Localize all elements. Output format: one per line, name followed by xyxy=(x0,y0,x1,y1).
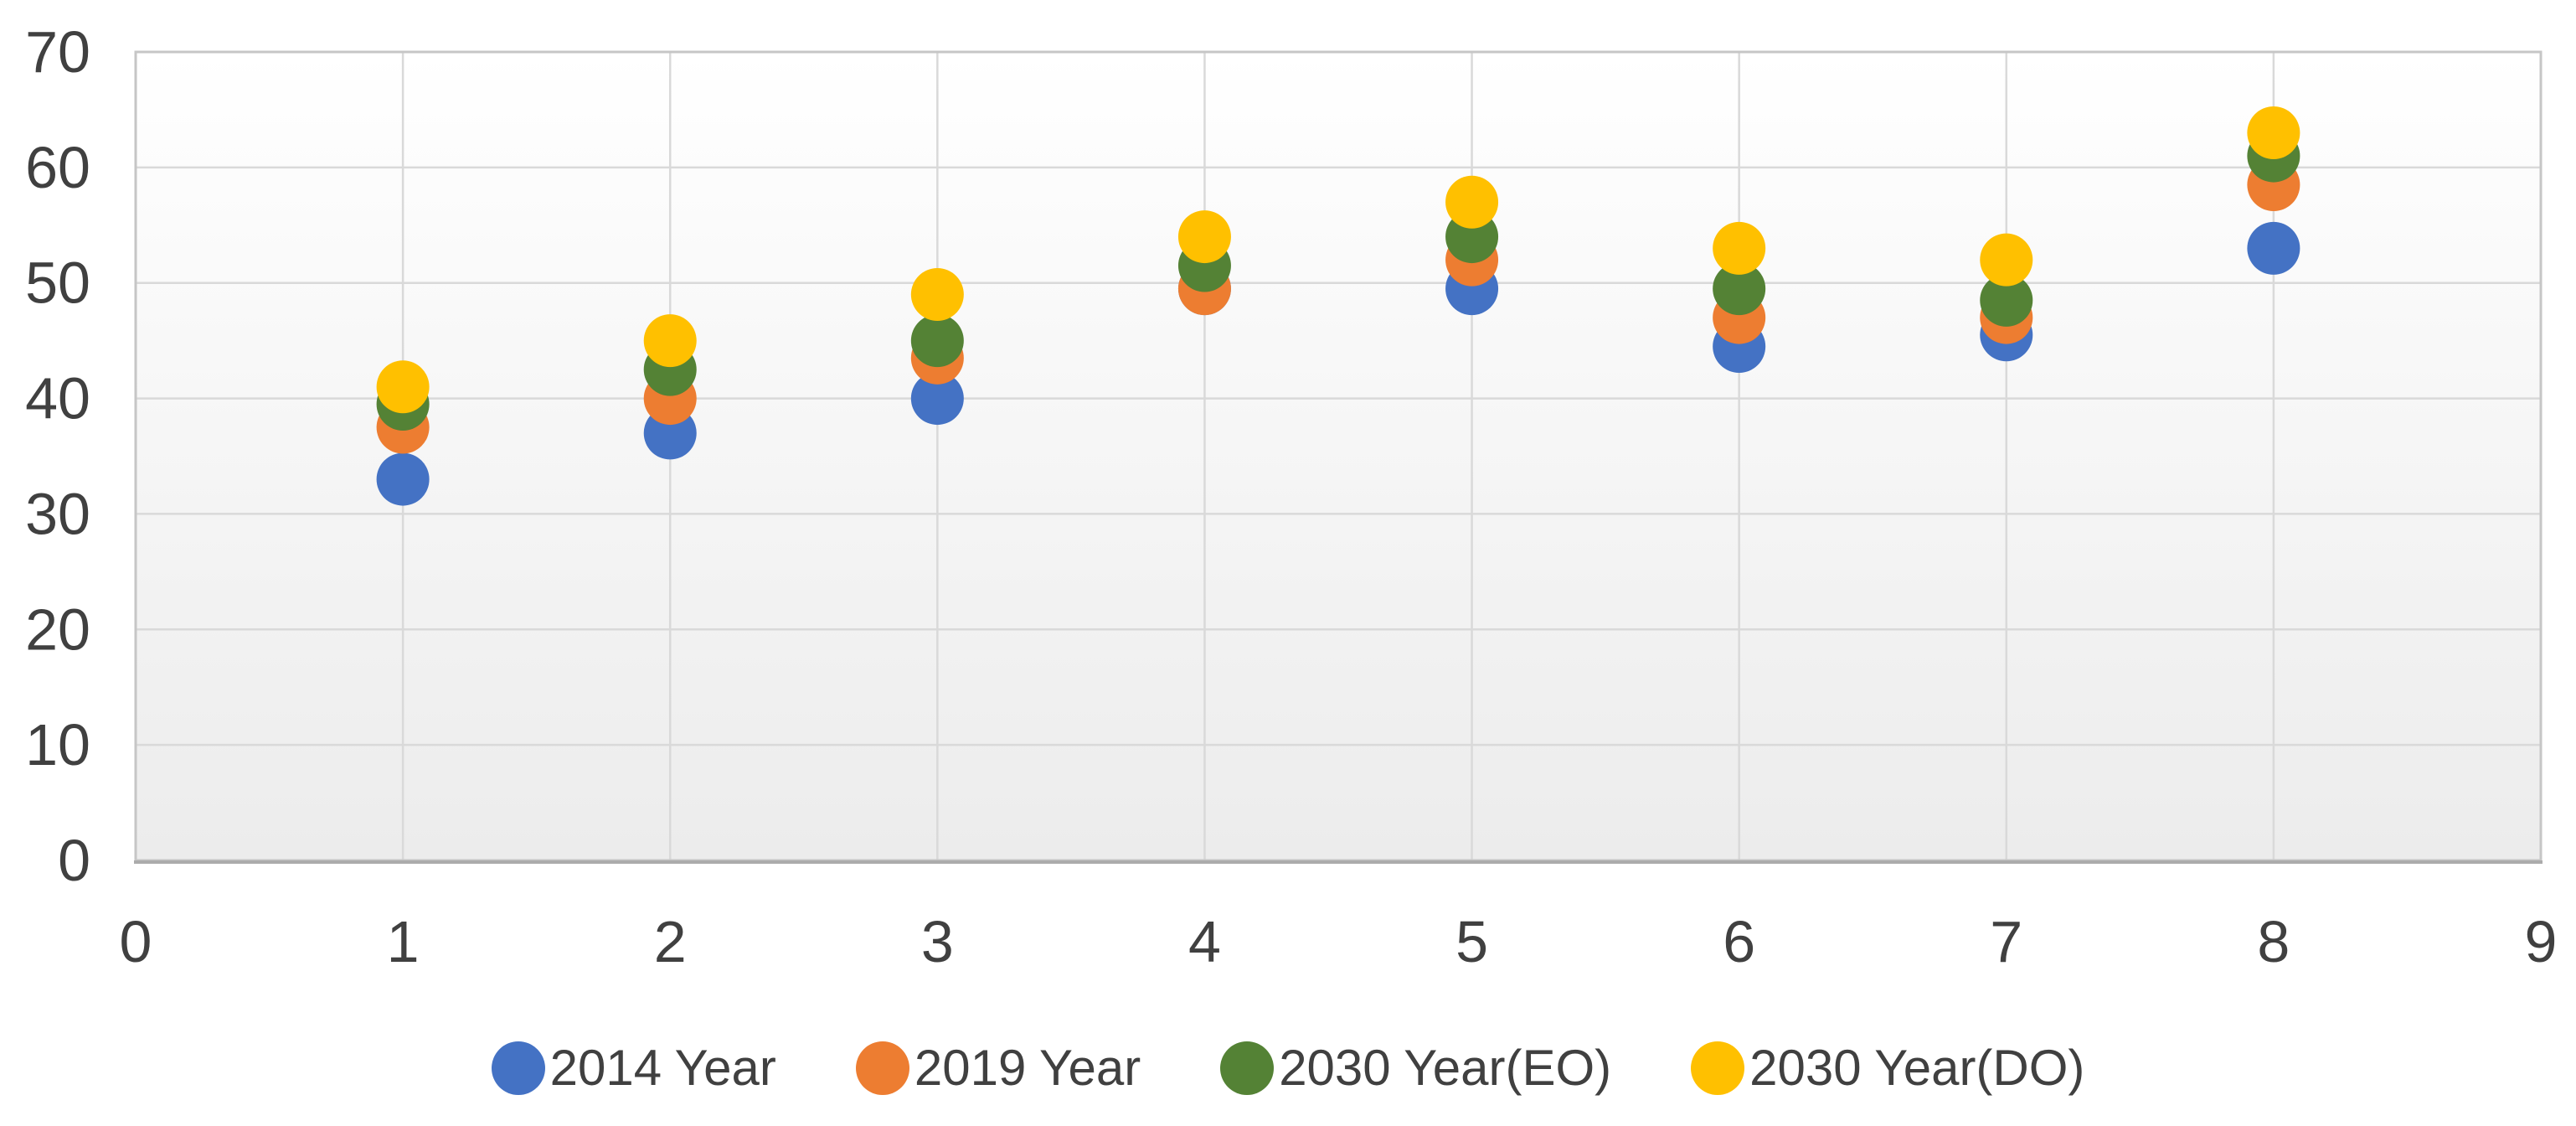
data-point xyxy=(376,360,430,414)
data-point xyxy=(1445,175,1499,229)
x-tick-label: 0 xyxy=(120,909,152,974)
x-tick-label: 6 xyxy=(1723,909,1755,974)
legend-marker-icon xyxy=(1691,1041,1745,1095)
x-tick-label: 2 xyxy=(654,909,687,974)
y-tick-label: 40 xyxy=(25,366,90,431)
x-tick-label: 1 xyxy=(387,909,420,974)
legend-label: 2014 Year xyxy=(549,1040,776,1096)
data-point xyxy=(910,314,964,368)
x-tick-label: 8 xyxy=(2257,909,2290,974)
data-point xyxy=(1177,210,1231,264)
y-tick-label: 0 xyxy=(58,828,90,893)
chart-legend: 2014 Year 2019 Year 2030 Year(EO) 2030 Year… xyxy=(0,1039,2576,1097)
x-tick-label: 7 xyxy=(1990,909,2022,974)
x-tick-label: 3 xyxy=(921,909,954,974)
data-point xyxy=(1713,221,1766,275)
data-point xyxy=(910,372,964,426)
y-tick-label: 50 xyxy=(25,251,90,316)
legend-label: 2030 Year(EO) xyxy=(1279,1040,1612,1096)
legend-item: 2030 Year(DO) xyxy=(1691,1039,2084,1097)
x-tick-label: 9 xyxy=(2525,909,2558,974)
data-point xyxy=(376,452,430,506)
legend-marker-icon xyxy=(855,1041,909,1095)
y-tick-label: 30 xyxy=(25,481,90,546)
legend-item: 2019 Year xyxy=(855,1039,1141,1097)
data-point xyxy=(1980,233,2033,287)
x-tick-label: 5 xyxy=(1455,909,1488,974)
series-2030 Year(DO) xyxy=(376,106,2300,414)
legend-item: 2014 Year xyxy=(491,1039,776,1097)
y-tick-label: 20 xyxy=(25,597,90,662)
tick-labels: 0 10 20 30 40 50 60 70 0 1 2 3 4 5 6 7 8 9 xyxy=(25,19,2557,974)
data-point xyxy=(2247,106,2300,159)
legend-marker-icon xyxy=(491,1041,545,1095)
y-tick-label: 60 xyxy=(25,135,90,200)
y-tick-label: 10 xyxy=(25,712,90,777)
x-tick-label: 4 xyxy=(1188,909,1221,974)
data-point xyxy=(2247,221,2300,275)
gridlines xyxy=(136,50,2543,862)
y-tick-label: 70 xyxy=(25,19,90,85)
plot-background xyxy=(136,52,2541,860)
legend-marker-icon xyxy=(1220,1041,1275,1095)
data-point xyxy=(910,268,964,321)
legend-label: 2030 Year(DO) xyxy=(1749,1040,2085,1096)
data-point xyxy=(1713,262,1766,316)
legend-item: 2030 Year(EO) xyxy=(1220,1039,1611,1097)
plot-area: 0 10 20 30 40 50 60 70 0 1 2 3 4 5 6 7 8 9 xyxy=(25,19,2557,974)
data-point xyxy=(643,314,697,368)
data-point xyxy=(1980,273,2033,327)
legend-label: 2019 Year xyxy=(914,1040,1141,1096)
